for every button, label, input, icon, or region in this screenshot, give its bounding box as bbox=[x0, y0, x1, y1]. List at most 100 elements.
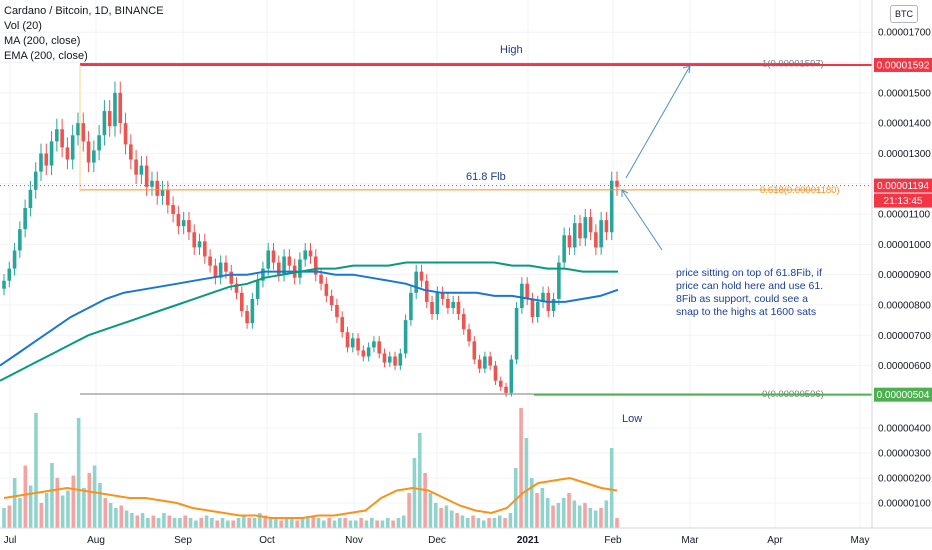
volume-bar bbox=[471, 515, 475, 528]
candle-body bbox=[514, 308, 519, 360]
volume-bar bbox=[375, 520, 379, 528]
arrow-up-line bbox=[625, 65, 691, 179]
candle-body bbox=[118, 92, 123, 124]
candle-body bbox=[430, 301, 434, 315]
y-tick-label: 0.00000800 bbox=[878, 300, 931, 311]
volume-bar bbox=[279, 520, 283, 528]
candle-body bbox=[477, 359, 482, 369]
candle-body bbox=[229, 271, 234, 284]
volume-bar bbox=[577, 505, 582, 528]
candle-body bbox=[424, 280, 429, 302]
volume-bar bbox=[338, 518, 342, 528]
candle-body bbox=[414, 271, 418, 293]
candle-body bbox=[218, 262, 223, 278]
price-tag bbox=[874, 178, 932, 193]
volume-bar bbox=[391, 520, 395, 528]
candle-body bbox=[255, 280, 260, 299]
candle-body bbox=[377, 341, 381, 354]
candle-body bbox=[461, 314, 466, 330]
candle-body bbox=[33, 171, 38, 190]
price-tag bbox=[874, 57, 932, 72]
candle-body bbox=[39, 153, 43, 172]
candle-body bbox=[250, 298, 255, 324]
candle-body bbox=[345, 332, 350, 348]
x-tick-label: Dec bbox=[428, 535, 446, 546]
candle-body bbox=[166, 189, 170, 205]
candle-body bbox=[440, 292, 445, 299]
volume-bar bbox=[407, 493, 411, 528]
candle-body bbox=[446, 298, 450, 308]
volume-bar bbox=[615, 518, 619, 528]
candle-body bbox=[187, 220, 191, 233]
volume-bar bbox=[311, 515, 315, 528]
candle-body bbox=[44, 153, 49, 166]
candle-body bbox=[261, 268, 265, 281]
candle-body bbox=[234, 283, 239, 293]
candle-body bbox=[176, 214, 181, 227]
volume-bar bbox=[540, 488, 545, 528]
volume-bar bbox=[39, 503, 44, 528]
ma200-line bbox=[0, 270, 619, 367]
volume-bar bbox=[588, 508, 593, 528]
currency-button[interactable]: BTC bbox=[890, 5, 918, 23]
volume-bar bbox=[220, 518, 225, 528]
candles bbox=[2, 81, 619, 397]
candle-body bbox=[551, 298, 556, 312]
x-tick-label: Oct bbox=[259, 535, 275, 546]
candle-body bbox=[372, 341, 376, 348]
fib-label: 61.8 Flb bbox=[466, 171, 506, 183]
candle-body bbox=[530, 298, 535, 318]
candle-body bbox=[102, 111, 107, 136]
volume-bar bbox=[194, 520, 198, 528]
volume-bar bbox=[284, 518, 289, 528]
candle-body bbox=[197, 241, 202, 248]
volume-bar bbox=[316, 518, 321, 528]
candle-body bbox=[245, 311, 249, 324]
candle-body bbox=[467, 329, 471, 342]
volume-bar bbox=[348, 520, 353, 528]
candle-body bbox=[509, 359, 514, 393]
volume-bar bbox=[401, 515, 406, 528]
volume-bar bbox=[263, 515, 267, 528]
candle-body bbox=[456, 301, 461, 315]
arrow-down-line bbox=[621, 189, 663, 251]
volume-bar bbox=[98, 483, 102, 528]
volume-bar bbox=[465, 518, 470, 528]
candle-body bbox=[525, 283, 529, 299]
candle-body bbox=[213, 265, 218, 278]
candle-body bbox=[308, 250, 313, 257]
candle-body bbox=[583, 217, 588, 239]
fib-label: 1(0.00001597) bbox=[762, 58, 824, 69]
arrow-down-head bbox=[621, 189, 629, 197]
volume-bar bbox=[455, 513, 459, 528]
candle-body bbox=[557, 262, 561, 299]
candle-body bbox=[504, 386, 508, 393]
volume-bar bbox=[167, 515, 172, 528]
volume-bar bbox=[76, 418, 81, 528]
candle-body bbox=[65, 147, 70, 160]
candle-body bbox=[7, 268, 12, 281]
volume-bar bbox=[92, 465, 97, 528]
volume-bar bbox=[599, 508, 603, 528]
volume-bar bbox=[236, 518, 241, 528]
candle-body bbox=[609, 180, 614, 233]
volume-bar bbox=[513, 468, 518, 528]
volume-bar bbox=[572, 500, 577, 528]
y-tick-label: 0.00000900 bbox=[878, 270, 931, 281]
candle-body bbox=[97, 135, 101, 151]
volume-ma-series bbox=[3, 476, 618, 519]
candle-body bbox=[81, 123, 86, 142]
volume-bar bbox=[28, 485, 33, 528]
volume-bar bbox=[188, 518, 193, 528]
candle-body bbox=[382, 353, 387, 363]
candle-body bbox=[181, 220, 186, 227]
volume-bar bbox=[503, 518, 507, 528]
y-tick-label: 0.00001100 bbox=[878, 210, 931, 221]
volume-bar bbox=[295, 520, 299, 528]
x-tick-label: Mar bbox=[681, 535, 699, 546]
volume-bar bbox=[364, 520, 369, 528]
volume-bar bbox=[492, 518, 497, 528]
candle-body bbox=[139, 165, 144, 175]
